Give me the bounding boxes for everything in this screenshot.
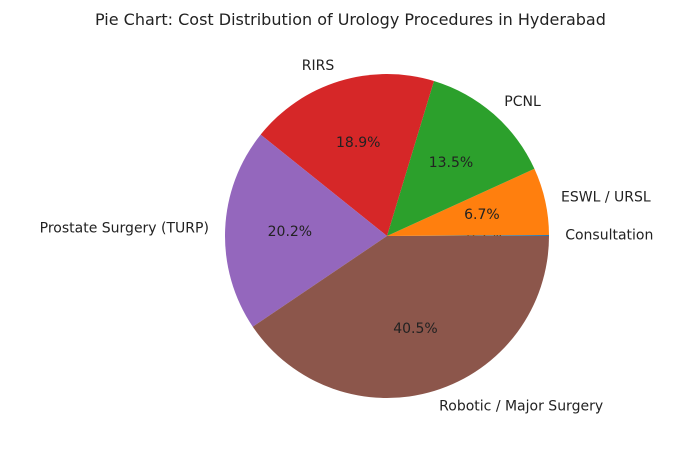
pie-category-label: ESWL / URSL — [561, 190, 651, 206]
pie-slice-consultation — [387, 234, 549, 236]
pie-slice-rirs — [260, 74, 434, 237]
pie-category-label: Consultation — [565, 227, 653, 243]
pie-pct-label: 40.5% — [393, 321, 437, 337]
pie-pct-label: 18.9% — [336, 135, 380, 151]
pie-pct-label: 20.2% — [268, 224, 312, 240]
pie-category-label: PCNL — [504, 94, 541, 110]
pie-slice-prostate-surgery-turp — [225, 134, 387, 327]
chart-title: Pie Chart: Cost Distribution of Urology … — [95, 10, 606, 29]
pie-slice-eswl-ursl — [387, 168, 549, 236]
pie-slice-pcnl — [387, 80, 535, 236]
pie-pct-label: 13.5% — [429, 155, 473, 171]
pie-pct-label: 6.7% — [464, 207, 500, 223]
pie-category-label: Prostate Surgery (TURP) — [40, 221, 209, 237]
pie-category-label: RIRS — [302, 58, 335, 74]
pie-category-label: Robotic / Major Surgery — [439, 398, 603, 414]
pie-slice-robotic-major-surgery — [252, 236, 549, 398]
